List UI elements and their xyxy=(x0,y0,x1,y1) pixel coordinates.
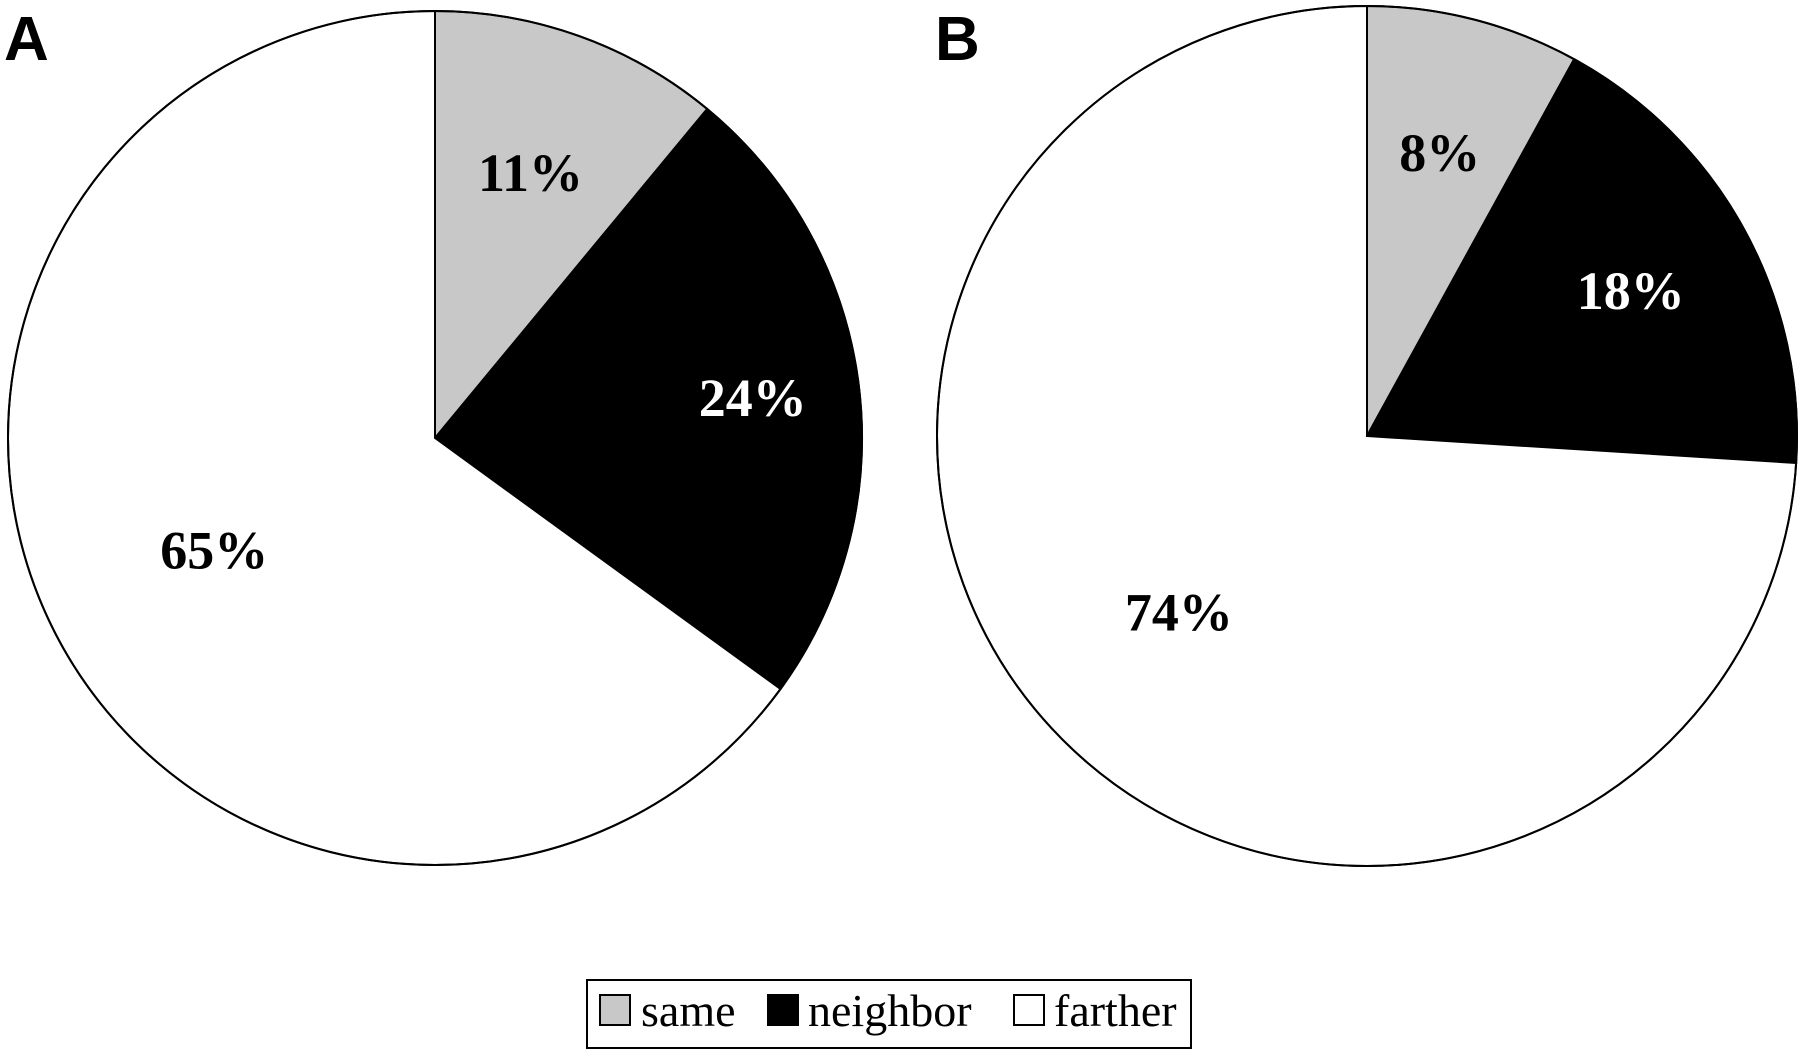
legend: same neighbor farther xyxy=(586,979,1192,1049)
legend-swatch-same xyxy=(599,994,631,1026)
legend-swatch-neighbor xyxy=(767,994,799,1026)
legend-label-farther: farther xyxy=(1054,985,1177,1036)
panel-letter: B xyxy=(935,5,980,74)
pie-chart-b: 8% 18% 74% B xyxy=(935,4,1798,867)
legend-label-neighbor: neighbor xyxy=(808,985,972,1036)
legend-frame xyxy=(586,979,1192,1049)
pie-chart-a: 11% 24% 65% A xyxy=(4,5,863,866)
pie-outline xyxy=(7,10,863,866)
pie-outline xyxy=(936,5,1798,867)
slice-label-neighbor: 18% xyxy=(1577,261,1685,321)
slice-label-same: 11% xyxy=(478,143,583,203)
legend-swatch-farther xyxy=(1013,994,1045,1026)
slice-label-neighbor: 24% xyxy=(699,368,807,428)
slice-label-farther: 74% xyxy=(1125,583,1233,643)
slice-label-same: 8% xyxy=(1399,123,1480,183)
panel-letter: A xyxy=(4,5,49,74)
slice-label-farther: 65% xyxy=(160,520,268,580)
legend-label-same: same xyxy=(641,985,736,1036)
